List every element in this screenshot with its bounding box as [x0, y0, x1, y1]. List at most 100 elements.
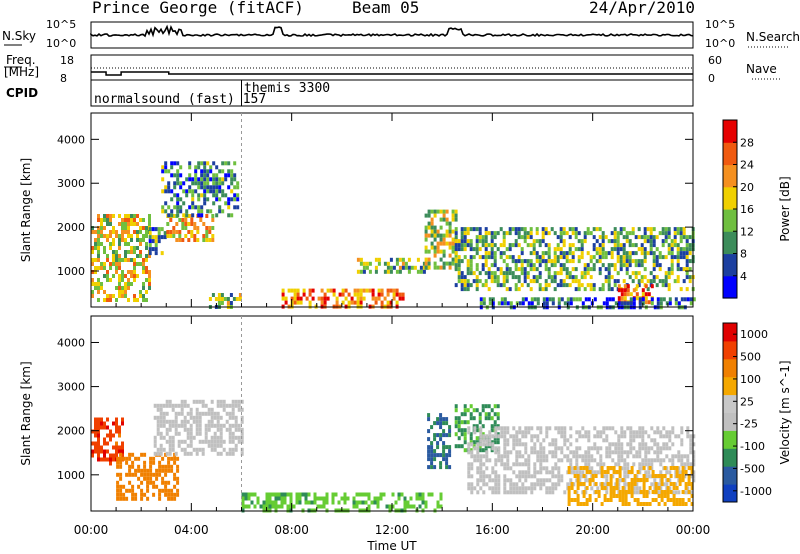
power-cell — [232, 297, 236, 301]
power-cell — [542, 301, 546, 306]
power-cell — [127, 222, 130, 226]
power-cell — [526, 275, 530, 280]
power-cell — [212, 193, 216, 198]
velocity-cell — [675, 470, 679, 474]
velocity-cell — [484, 416, 488, 421]
power-cell — [127, 226, 130, 230]
velocity-cell — [557, 470, 561, 475]
power-cell — [106, 278, 109, 282]
velocity-cell — [587, 458, 591, 463]
y-tick-label: 1000 — [57, 469, 85, 482]
power-cell — [502, 283, 506, 288]
power-cell — [478, 247, 482, 252]
velocity-cell — [177, 443, 181, 448]
velocity-cell — [692, 474, 696, 479]
velocity-cell — [567, 466, 571, 470]
velocity-cell — [638, 454, 642, 459]
velocity-cell — [506, 430, 510, 435]
power-cell — [359, 269, 363, 274]
power-cell — [524, 297, 528, 302]
power-cell — [679, 235, 683, 240]
power-cell — [463, 227, 467, 232]
velocity-cell — [143, 492, 147, 497]
power-cell — [523, 231, 527, 236]
power-cell — [112, 214, 115, 218]
power-cell — [490, 235, 494, 240]
velocity-cell — [645, 490, 649, 494]
power-cell — [688, 243, 692, 248]
velocity-cell — [672, 502, 676, 506]
velocity-cell — [533, 450, 537, 455]
velocity-cell — [376, 500, 380, 505]
velocity-cell — [479, 486, 483, 491]
velocity-cell — [153, 439, 157, 444]
velocity-cell — [612, 486, 616, 490]
velocity-cell — [171, 419, 175, 424]
power-cell — [200, 177, 204, 182]
velocity-cell — [506, 462, 510, 467]
power-cell — [526, 271, 530, 276]
power-cell — [433, 253, 437, 258]
power-cell — [553, 255, 557, 260]
power-cell — [676, 251, 680, 256]
velocity-cell — [481, 448, 485, 453]
velocity-cell — [560, 474, 564, 479]
power-cell — [118, 254, 121, 258]
velocity-cell — [494, 458, 498, 463]
power-cell — [637, 259, 641, 264]
velocity-cell — [207, 411, 211, 416]
power-cell — [353, 300, 357, 305]
power-cell — [161, 177, 165, 182]
y-tick-label: 1000 — [57, 265, 85, 278]
velocity-cell — [476, 446, 480, 451]
power-cell — [667, 267, 671, 272]
velocity-cell — [128, 456, 132, 461]
power-cell — [463, 247, 467, 252]
power-cell — [469, 263, 473, 268]
power-cell — [139, 226, 142, 230]
velocity-cell — [615, 486, 619, 490]
power-cell — [523, 227, 527, 232]
velocity-cell — [125, 496, 129, 501]
velocity-cell — [615, 494, 619, 498]
velocity-cell — [515, 482, 519, 487]
velocity-cell — [647, 470, 651, 475]
power-cell — [451, 241, 455, 246]
velocity-cell — [627, 482, 631, 486]
velocity-cell — [289, 504, 293, 509]
velocity-cell — [152, 460, 156, 465]
velocity-cell — [97, 449, 100, 454]
velocity-cell — [635, 454, 639, 459]
velocity-cell — [609, 498, 613, 502]
velocity-cell — [155, 476, 159, 481]
velocity-cell — [352, 496, 356, 501]
velocity-cell — [677, 450, 681, 455]
velocity-cell — [418, 492, 422, 497]
velocity-cell — [445, 433, 449, 438]
power-cell — [206, 169, 210, 174]
power-cell — [433, 229, 437, 234]
power-cell — [170, 213, 174, 218]
velocity-cell — [609, 486, 613, 490]
velocity-cell — [678, 478, 682, 482]
velocity-cell — [603, 494, 607, 498]
power-cell — [97, 214, 100, 218]
velocity-cell — [210, 447, 214, 452]
power-cell — [209, 165, 213, 170]
velocity-cell — [170, 496, 174, 501]
velocity-cell — [168, 427, 172, 432]
power-cell — [181, 218, 185, 222]
velocity-cell — [542, 450, 546, 455]
velocity-cell — [479, 454, 483, 459]
velocity-cell — [231, 447, 235, 452]
power-cell — [433, 245, 437, 250]
power-cell — [103, 226, 106, 230]
velocity-cell — [621, 494, 625, 498]
velocity-cell — [466, 420, 470, 425]
velocity-cell — [216, 435, 220, 440]
velocity-cell — [542, 458, 546, 463]
velocity-cell — [563, 442, 567, 447]
velocity-cell — [485, 454, 489, 459]
power-cell — [649, 239, 653, 244]
power-cell — [676, 243, 680, 248]
